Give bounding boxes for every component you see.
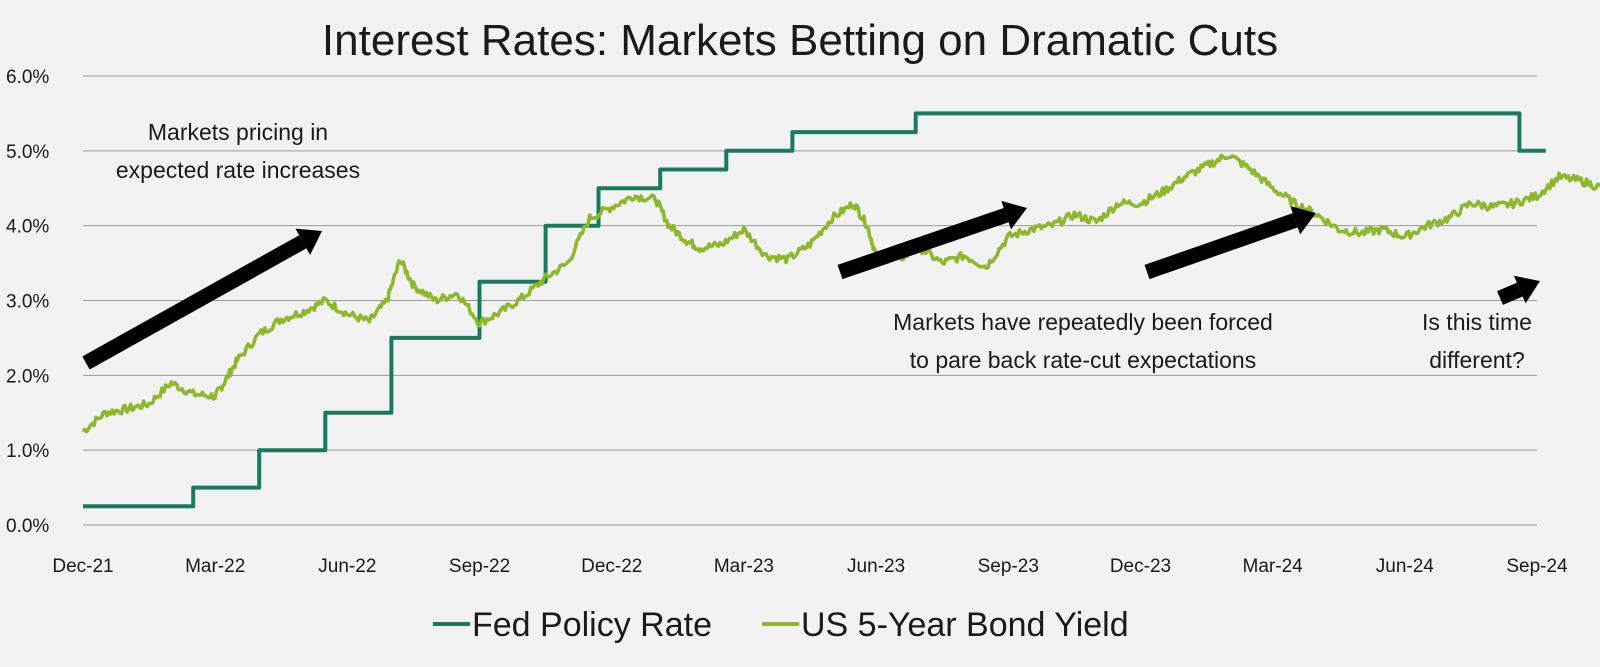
- x-tick-label: Dec-22: [581, 556, 642, 577]
- annotation-arrows: [82, 200, 1540, 370]
- annotation-pare-back: Markets have repeatedly been forced to p…: [893, 309, 1273, 373]
- annotation-time-different: Is this time different?: [1422, 309, 1532, 373]
- y-tick-label: 0.0%: [6, 516, 49, 537]
- annotation-line: different?: [1429, 347, 1524, 373]
- legend-label-us-5-year-bond-yield: US 5-Year Bond Yield: [801, 606, 1129, 644]
- x-tick-label: Sep-24: [1506, 556, 1568, 577]
- annotation-line: expected rate increases: [116, 157, 360, 183]
- arrow-rate-increases: [82, 228, 322, 370]
- x-tick-label: Jun-22: [318, 556, 376, 577]
- chart-title: Interest Rates: Markets Betting on Drama…: [322, 16, 1278, 65]
- y-tick-label: 2.0%: [6, 366, 49, 387]
- x-tick-label: Mar-22: [185, 556, 245, 577]
- series-lines: [81, 111, 1600, 509]
- series-line-us-5-year-bond-yield: [81, 153, 1600, 434]
- x-tick-label: Mar-23: [714, 556, 774, 577]
- annotation-line: to pare back rate-cut expectations: [910, 347, 1256, 373]
- arrow-pare-back-1: [837, 200, 1027, 280]
- annotation-line: Markets pricing in: [148, 119, 328, 145]
- arrow-pare-back-2: [1144, 206, 1316, 280]
- x-axis-ticks: Dec-21 Mar-22 Jun-22 Sep-22 Dec-22 Mar-23 Jun-…: [52, 556, 1568, 577]
- x-tick-label: Sep-22: [449, 556, 510, 577]
- series-line-fed-policy-rate: [83, 111, 1546, 509]
- y-tick-label: 4.0%: [6, 217, 49, 238]
- annotation-line: Markets have repeatedly been forced: [893, 309, 1273, 335]
- legend: Fed Policy Rate US 5-Year Bond Yield: [433, 606, 1129, 644]
- y-tick-label: 5.0%: [6, 142, 49, 163]
- y-axis-ticks: 0.0% 1.0% 2.0% 3.0% 4.0% 5.0% 6.0%: [6, 67, 49, 537]
- y-tick-label: 1.0%: [6, 441, 49, 462]
- y-tick-label: 6.0%: [6, 67, 49, 88]
- x-tick-label: Dec-21: [52, 556, 113, 577]
- x-tick-label: Jun-24: [1376, 556, 1435, 577]
- x-tick-label: Mar-24: [1243, 556, 1304, 577]
- x-tick-label: Jun-23: [847, 556, 905, 577]
- y-tick-label: 3.0%: [6, 292, 49, 313]
- legend-label-fed-policy-rate: Fed Policy Rate: [472, 606, 712, 644]
- arrow-time-different: [1497, 275, 1540, 305]
- x-tick-label: Sep-23: [978, 556, 1039, 577]
- annotation-line: Is this time: [1422, 309, 1532, 335]
- annotation-rate-increases: Markets pricing in expected rate increas…: [116, 119, 360, 183]
- x-tick-label: Dec-23: [1110, 556, 1171, 577]
